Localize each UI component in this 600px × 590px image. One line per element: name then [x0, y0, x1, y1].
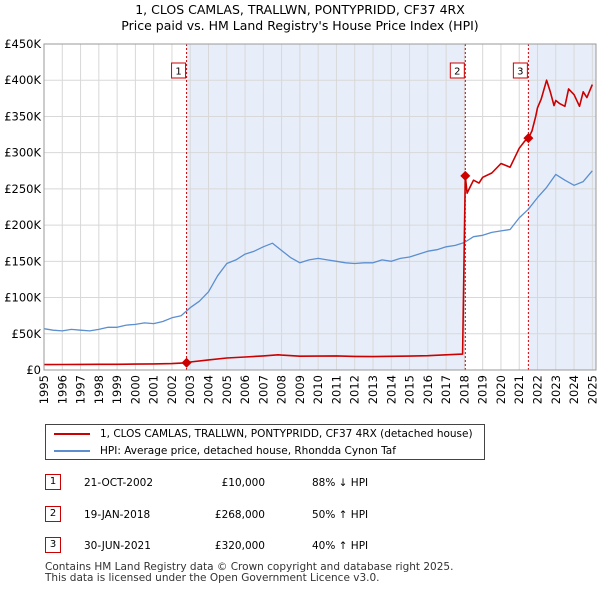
x-tick-label: 2023: [549, 375, 563, 404]
x-tick-label: 2001: [147, 375, 161, 404]
transaction-badge: 1: [45, 474, 61, 490]
transaction-row: 3 30-JUN-2021 £320,000 40% ↑ HPI: [0, 537, 600, 555]
transaction-badge: 3: [45, 537, 61, 553]
annotation-label: 2: [454, 67, 460, 78]
x-tick-label: 2002: [165, 375, 179, 404]
x-tick-label: 2009: [293, 375, 307, 404]
footer-attribution: Contains HM Land Registry data © Crown c…: [45, 562, 453, 584]
transaction-price: £320,000: [214, 540, 265, 552]
transaction-marker: [523, 133, 534, 144]
x-tick-label: 2020: [494, 375, 508, 404]
legend-item-property: 1, CLOS CAMLAS, TRALLWN, PONTYPRIDD, CF3…: [46, 426, 484, 442]
annotation-label: 3: [517, 67, 523, 78]
annotation-box: [449, 62, 465, 79]
annotation-box: [171, 62, 187, 79]
x-tick-label: 2021: [512, 375, 526, 404]
x-tick-label: 2015: [403, 375, 417, 404]
legend-label-hpi: HPI: Average price, detached house, Rhon…: [100, 445, 396, 457]
x-tick-label: 2012: [348, 375, 362, 404]
price-chart: 1 2 3 £0 £50K £100K £150K £200K £250K £300K £350K £…: [4, 37, 599, 404]
x-tick-label: 2003: [183, 375, 197, 404]
transaction-date: 19-JAN-2018: [84, 509, 151, 521]
x-tick-label: 2007: [256, 375, 270, 404]
x-tick-label: 1996: [55, 375, 69, 404]
annotation-label: 1: [175, 67, 181, 78]
y-tick-label: £300K: [4, 146, 41, 160]
y-tick-label: £450K: [4, 37, 41, 51]
x-tick-label: 2014: [384, 375, 398, 404]
transaction-hpi: 88% ↓ HPI: [312, 477, 369, 489]
transaction-date: 21-OCT-2002: [84, 477, 153, 489]
shaded-period: [528, 44, 596, 370]
legend-swatch-property: [54, 433, 90, 435]
transaction-price: £268,000: [214, 509, 265, 521]
footer-line: This data is licensed under the Open Gov…: [45, 572, 380, 584]
y-tick-label: £400K: [4, 73, 41, 87]
transaction-hpi: 50% ↑ HPI: [312, 509, 369, 521]
y-tick-label: £50K: [12, 327, 42, 341]
x-tick-label: 2008: [275, 375, 289, 404]
transaction-marker: [181, 357, 192, 368]
transaction-price: £10,000: [221, 477, 265, 489]
y-tick-label: £0: [26, 363, 41, 377]
x-tick-label: 2005: [220, 375, 234, 404]
x-tick-label: 2025: [585, 375, 599, 404]
x-tick-label: 1995: [37, 375, 51, 404]
transaction-date: 30-JUN-2021: [84, 540, 151, 552]
x-tick-label: 2024: [567, 375, 581, 404]
footer-line: Contains HM Land Registry data © Crown c…: [45, 561, 454, 573]
transaction-hpi: 40% ↑ HPI: [312, 540, 369, 552]
x-tick-label: 2006: [238, 375, 252, 404]
transaction-marker: [460, 170, 471, 181]
transaction-row: 1 21-OCT-2002 £10,000 88% ↓ HPI: [0, 474, 600, 492]
y-tick-label: £100K: [4, 291, 41, 305]
x-tick-label: 2000: [128, 375, 142, 404]
x-tick-label: 1999: [110, 375, 124, 404]
shaded-period: [186, 44, 466, 370]
transaction-badge: 2: [45, 506, 61, 522]
x-tick-label: 2017: [439, 375, 453, 404]
x-tick-label: 2022: [531, 375, 545, 404]
x-tick-label: 2013: [366, 375, 380, 404]
y-tick-label: £250K: [4, 182, 41, 196]
legend-item-hpi: HPI: Average price, detached house, Rhon…: [46, 443, 484, 459]
chart-legend: 1, CLOS CAMLAS, TRALLWN, PONTYPRIDD, CF3…: [45, 424, 485, 460]
plot-border: [43, 43, 597, 371]
transaction-row: 2 19-JAN-2018 £268,000 50% ↑ HPI: [0, 506, 600, 524]
series-line-hpi: [43, 170, 593, 332]
x-tick-label: 2016: [421, 375, 435, 404]
x-tick-label: 2004: [202, 375, 216, 404]
y-tick-label: £200K: [4, 218, 41, 232]
x-tick-label: 1997: [74, 375, 88, 404]
chart-title: 1, CLOS CAMLAS, TRALLWN, PONTYPRIDD, CF3…: [135, 2, 465, 17]
x-tick-label: 2010: [311, 375, 325, 404]
y-tick-label: £150K: [4, 254, 41, 268]
annotation-box: [512, 62, 528, 79]
legend-label-property: 1, CLOS CAMLAS, TRALLWN, PONTYPRIDD, CF3…: [100, 428, 473, 440]
x-tick-label: 2018: [457, 375, 471, 404]
x-tick-label: 2019: [476, 375, 490, 404]
chart-subtitle: Price paid vs. HM Land Registry's House …: [121, 18, 479, 33]
y-tick-label: £350K: [4, 109, 41, 123]
x-tick-label: 2011: [329, 375, 343, 404]
x-tick-label: 1998: [92, 375, 106, 404]
legend-swatch-hpi: [54, 450, 90, 452]
